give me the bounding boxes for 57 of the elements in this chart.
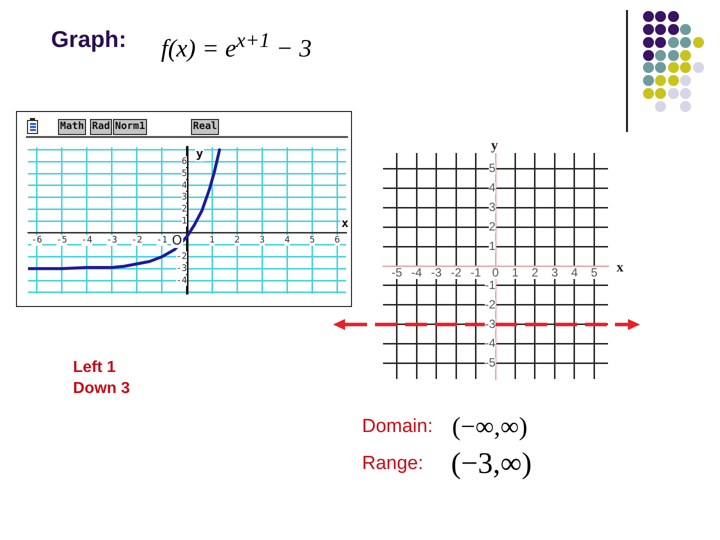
- x-tick-label: -5: [56, 236, 68, 246]
- x-tick-label: -4: [81, 236, 92, 246]
- text: Math: [58, 119, 86, 135]
- x-tick-label: 0: [492, 265, 500, 280]
- chart-title: Graph:: [51, 26, 126, 52]
- y-tick-label: -4: [484, 336, 496, 350]
- text: (−3,∞): [451, 447, 532, 480]
- y-tick-label: -2: [176, 252, 187, 262]
- x-tick-label: 1: [209, 236, 215, 246]
- text: Range:: [362, 453, 424, 474]
- y-tick-label: 3: [182, 192, 187, 203]
- x-tick-label: -3: [430, 265, 442, 280]
- x-tick-label: -4: [411, 265, 422, 280]
- y-tick-label: 5: [488, 160, 496, 175]
- y-tick-label: 4: [182, 180, 187, 191]
- x-tick-label: -1: [470, 265, 482, 280]
- text: Norm1: [113, 119, 148, 135]
- x-tick-label: -2: [132, 236, 142, 246]
- annotation: O: [172, 233, 182, 248]
- x-tick-label: 2: [234, 236, 240, 246]
- y-tick-label: -1: [484, 278, 496, 292]
- x-tick-label: -2: [450, 265, 462, 280]
- y-tick-label: 4: [488, 180, 496, 194]
- text: Left 1: [73, 359, 116, 376]
- y-axis-title: y: [196, 146, 204, 161]
- x-tick-label: 3: [551, 265, 558, 280]
- x-tick-label: 4: [571, 265, 578, 280]
- y-tick-label: -2: [484, 297, 496, 312]
- x-tick-label: 5: [590, 265, 598, 280]
- text: Domain:: [362, 416, 433, 437]
- chart-subtitle: f(x) = e$^{x+1}$ − 3: [161, 28, 312, 62]
- y-tick-label: 6: [182, 157, 187, 168]
- x-axis-title: x: [616, 260, 624, 276]
- y-tick-label: 2: [488, 219, 496, 234]
- x-tick-label: 1: [512, 265, 519, 280]
- x-tick-label: -1: [156, 236, 168, 246]
- y-tick-label: -3: [484, 316, 496, 331]
- y-tick-label: 5: [182, 168, 187, 179]
- x-tick-label: 3: [259, 236, 265, 246]
- y-tick-label: 2: [182, 204, 187, 215]
- x-axis-title: x: [341, 216, 349, 230]
- x-tick-label: 4: [284, 236, 290, 246]
- text: (−∞,∞): [452, 412, 528, 441]
- text: Real: [191, 119, 220, 135]
- x-tick-label: 6: [334, 236, 340, 246]
- y-tick-label: 1: [182, 216, 187, 226]
- x-tick-label: -6: [31, 236, 42, 246]
- text: Rad: [90, 119, 112, 135]
- y-axis-title: y: [491, 138, 498, 154]
- y-tick-label: 3: [488, 200, 496, 214]
- x-tick-label: -5: [391, 265, 402, 280]
- x-tick-label: 5: [309, 236, 315, 246]
- text: Down 3: [73, 380, 130, 397]
- x-tick-label: -3: [106, 236, 118, 246]
- x-tick-label: 2: [532, 265, 539, 280]
- y-tick-label: -4: [176, 276, 187, 286]
- y-tick-label: -5: [484, 356, 496, 370]
